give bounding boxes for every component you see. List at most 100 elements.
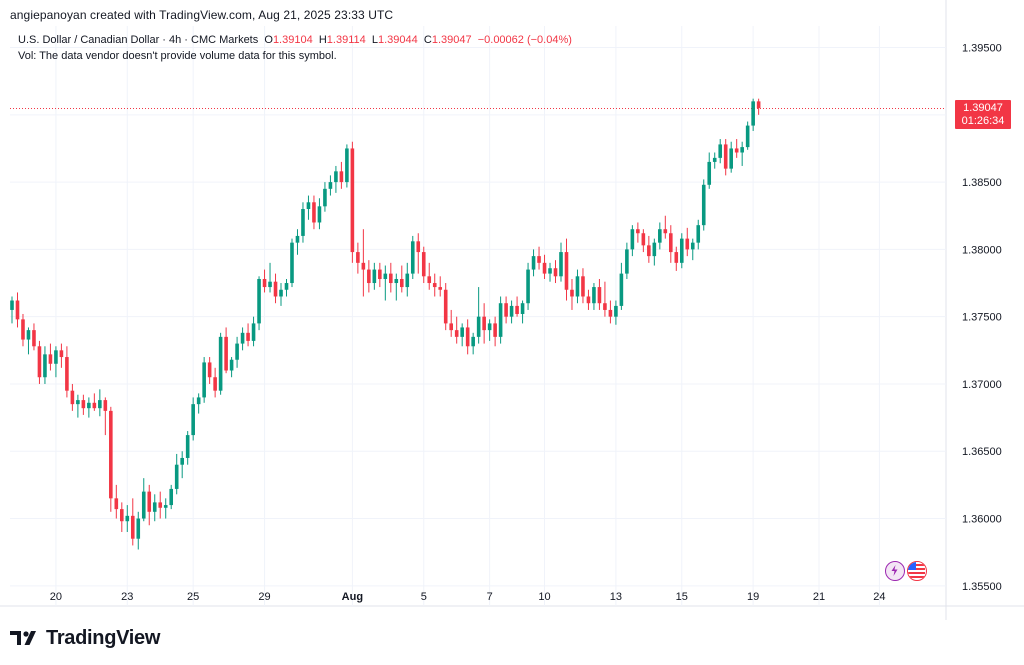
candle-body-up [323, 188, 327, 207]
candle-body-down [356, 252, 360, 263]
candle-body-down [515, 305, 519, 314]
candle-body-down [32, 330, 36, 347]
candlestick-chart[interactable]: 1.35500 1.36000 1.36500 1.37000 1.37500 1.380… [0, 0, 1024, 620]
open-label: O [264, 34, 273, 46]
candle-body-up [328, 182, 333, 189]
candle-body-up [460, 327, 464, 337]
candle-body-down [586, 296, 591, 304]
close-value: 1.39047 [431, 34, 472, 46]
close-label: C [423, 34, 432, 46]
candle-body-down [207, 362, 212, 378]
candle-body-up [652, 242, 657, 257]
last-price-tag: 1.39047 01:26:34 [955, 100, 1011, 130]
candle-body-up [163, 505, 168, 508]
candle-body-up [87, 402, 91, 409]
candle-body-up [471, 336, 475, 347]
candle-body-up [729, 148, 733, 169]
candle-body-down [608, 309, 613, 317]
x-tick-label: 23 [121, 591, 133, 603]
candle-body-up [345, 148, 349, 183]
candle-body-up [76, 400, 80, 405]
candle-body-down [65, 357, 69, 391]
candle-body-down [438, 287, 443, 290]
candle-body-down [70, 390, 75, 405]
y-tick-label: 1.35500 [962, 581, 1002, 593]
candle-body-down [389, 273, 393, 284]
candle-body-down [597, 287, 602, 304]
candle-body-up [630, 229, 635, 250]
candle-body-down [454, 330, 459, 337]
candle-body-up [218, 336, 223, 391]
candle-body-up [383, 273, 388, 279]
candle-body-down [367, 269, 371, 284]
candle-body-down [21, 319, 25, 340]
x-tick-label: 15 [676, 591, 688, 603]
us-flag-icon[interactable] [907, 561, 927, 581]
candle-body-up [575, 276, 580, 297]
x-tick-label: 13 [610, 591, 622, 603]
candle-body-up [136, 518, 141, 539]
candle-body-down [636, 229, 640, 234]
candle-body-up [625, 249, 629, 274]
candle-body-down [109, 410, 113, 499]
candle-body-up [295, 235, 300, 243]
candle-body-up [141, 491, 146, 519]
candle-body-down [504, 303, 508, 317]
volume-note: Vol: The data vendor doesn't provide vol… [18, 50, 337, 62]
lightning-icon[interactable] [885, 561, 905, 581]
candles-group [10, 98, 761, 550]
x-tick-label: 21 [813, 591, 825, 603]
candle-body-down [641, 233, 646, 246]
y-tick-label: 1.36000 [962, 514, 1002, 526]
candle-body-down [723, 144, 728, 169]
candle-body-up [509, 305, 514, 317]
x-tick-label: 24 [873, 591, 885, 603]
candle-body-down [114, 498, 119, 510]
candle-body-down [449, 323, 453, 331]
candle-body-down [674, 252, 679, 263]
symbol-title[interactable]: U.S. Dollar / Canadian Dollar · 4h · CMC… [18, 34, 259, 46]
x-tick-label: 25 [187, 591, 199, 603]
candle-body-up [185, 435, 190, 458]
candle-body-up [98, 400, 102, 409]
candle-body-down [48, 354, 53, 364]
candle-body-up [169, 488, 174, 506]
candle-body-up [531, 256, 536, 270]
candle-body-up [394, 278, 399, 284]
tradingview-logo-icon [10, 631, 36, 645]
candle-body-up [718, 144, 723, 158]
candle-body-up [251, 323, 256, 341]
candle-body-up [202, 362, 206, 398]
candle-body-up [372, 269, 377, 284]
candle-body-up [174, 464, 179, 489]
candle-body-down [92, 402, 97, 409]
candle-body-down [15, 300, 20, 320]
candle-body-down [537, 256, 541, 263]
candle-body-up [751, 101, 755, 126]
candle-body-down [685, 238, 690, 250]
candle-body-up [257, 278, 261, 324]
candle-body-down [59, 350, 64, 358]
candle-body-up [279, 289, 283, 297]
x-tick-label: 20 [50, 591, 62, 603]
candle-body-down [81, 400, 86, 409]
candle-body-up [180, 457, 184, 465]
candle-body-down [103, 400, 108, 411]
candle-body-down [224, 336, 228, 371]
candle-body-up [43, 354, 47, 378]
candle-body-down [262, 278, 267, 288]
candle-body-up [240, 332, 245, 344]
candle-body-up [487, 323, 492, 331]
candle-body-up [679, 238, 684, 263]
x-tick-label: 29 [258, 591, 270, 603]
candle-body-down [350, 148, 355, 253]
candle-body-down [339, 171, 344, 183]
candle-body-up [334, 171, 338, 183]
candle-body-up [614, 305, 618, 317]
candle-body-down [663, 229, 668, 234]
candle-body-down [213, 377, 217, 391]
candle-body-up [10, 300, 14, 310]
candle-body-down [427, 276, 432, 284]
candle-body-up [498, 303, 503, 337]
tradingview-brand[interactable]: TradingView [10, 626, 160, 650]
